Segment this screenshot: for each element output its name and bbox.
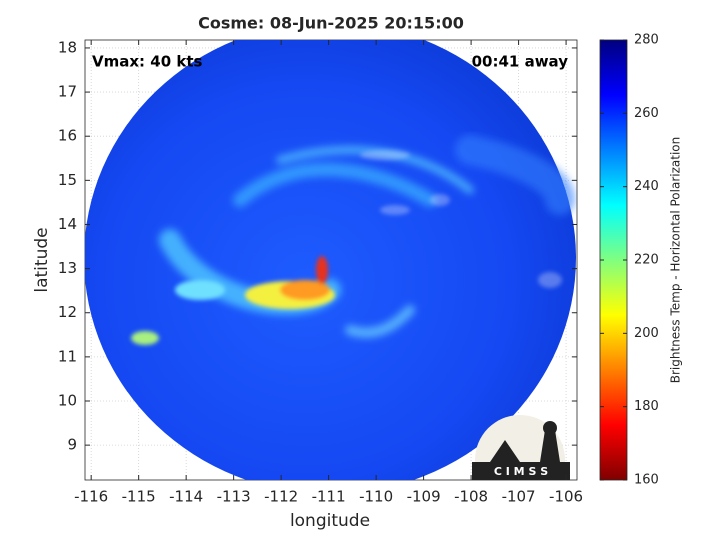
x-tick-label: -109 — [407, 488, 441, 506]
colorbar-tick-label: 180 — [634, 399, 659, 414]
y-tick-label: 14 — [58, 215, 77, 233]
annotation: Vmax: 40 kts — [92, 53, 202, 71]
colorbar-tick-label: 200 — [634, 326, 659, 341]
y-tick-label: 15 — [58, 171, 77, 189]
colorbar-label: Brightness Temp - Horizontal Polarizatio… — [669, 137, 683, 384]
y-tick-label: 9 — [67, 436, 77, 454]
x-tick-label: -113 — [217, 488, 251, 506]
colorbar-tick-label: 260 — [634, 106, 659, 121]
chart-title: Cosme: 08-Jun-2025 20:15:00 — [198, 14, 464, 33]
cimss-logo: C I M S S — [472, 415, 570, 480]
y-tick-label: 11 — [58, 347, 77, 365]
y-tick-label: 10 — [58, 392, 77, 410]
x-tick-label: -107 — [502, 488, 536, 506]
logo-text: C I M S S — [494, 465, 548, 478]
y-axis-label: latitude — [32, 227, 52, 292]
colorbar-tick-label: 240 — [634, 179, 659, 194]
y-tick-label: 17 — [58, 83, 77, 101]
x-axis-label: longitude — [290, 511, 370, 531]
y-tick-label: 16 — [58, 127, 77, 145]
satellite-image — [85, 40, 576, 480]
x-tick-label: -115 — [122, 488, 156, 506]
y-tick-label: 13 — [58, 259, 77, 277]
colorbar-tick-label: 280 — [634, 33, 659, 48]
x-tick-label: -114 — [169, 488, 203, 506]
annotation: 00:41 away — [472, 53, 569, 71]
colorbar-tick-label: 220 — [634, 253, 659, 268]
y-tick-label: 12 — [58, 303, 77, 321]
x-tick-label: -112 — [264, 488, 298, 506]
y-tick-label: 18 — [58, 38, 77, 56]
x-tick-label: -108 — [454, 488, 488, 506]
x-tick-label: -111 — [312, 488, 346, 506]
x-tick-label: -106 — [549, 488, 583, 506]
colorbar-tick-label: 160 — [634, 473, 659, 488]
x-tick-label: -110 — [359, 488, 393, 506]
x-tick-label: -116 — [74, 488, 108, 506]
colorbar — [599, 39, 628, 481]
